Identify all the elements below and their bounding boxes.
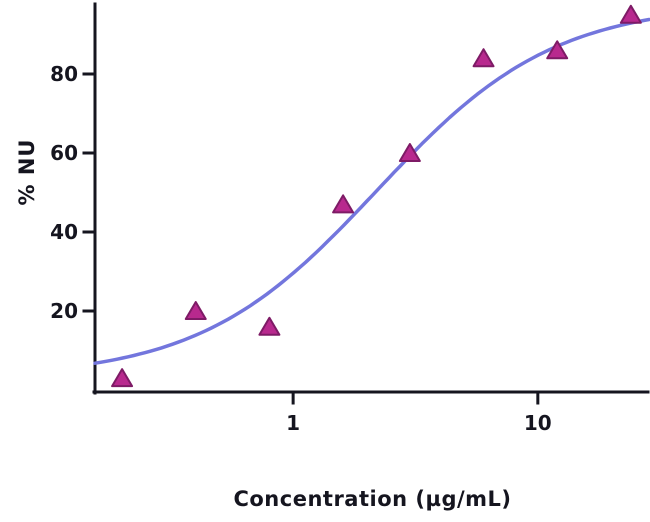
x-tick-label: 1	[286, 411, 300, 435]
y-tick-label: 20	[50, 299, 78, 323]
y-tick-label: 40	[50, 220, 78, 244]
x-axis-label: Concentration (µg/mL)	[233, 487, 512, 511]
data-point-marker	[472, 48, 495, 68]
y-tick-label: 60	[50, 141, 78, 165]
data-point-marker	[332, 194, 355, 214]
data-point-marker	[184, 301, 207, 320]
data-point-marker	[258, 316, 281, 336]
data-point-marker	[111, 368, 134, 388]
y-axis-label: % NU	[15, 138, 39, 206]
data-point-marker	[619, 4, 642, 24]
fit-curve	[93, 17, 650, 365]
x-tick-label: 10	[524, 411, 552, 435]
data-point-marker	[546, 40, 569, 60]
y-tick-label: 80	[50, 62, 78, 86]
data-point-marker	[398, 143, 421, 162]
